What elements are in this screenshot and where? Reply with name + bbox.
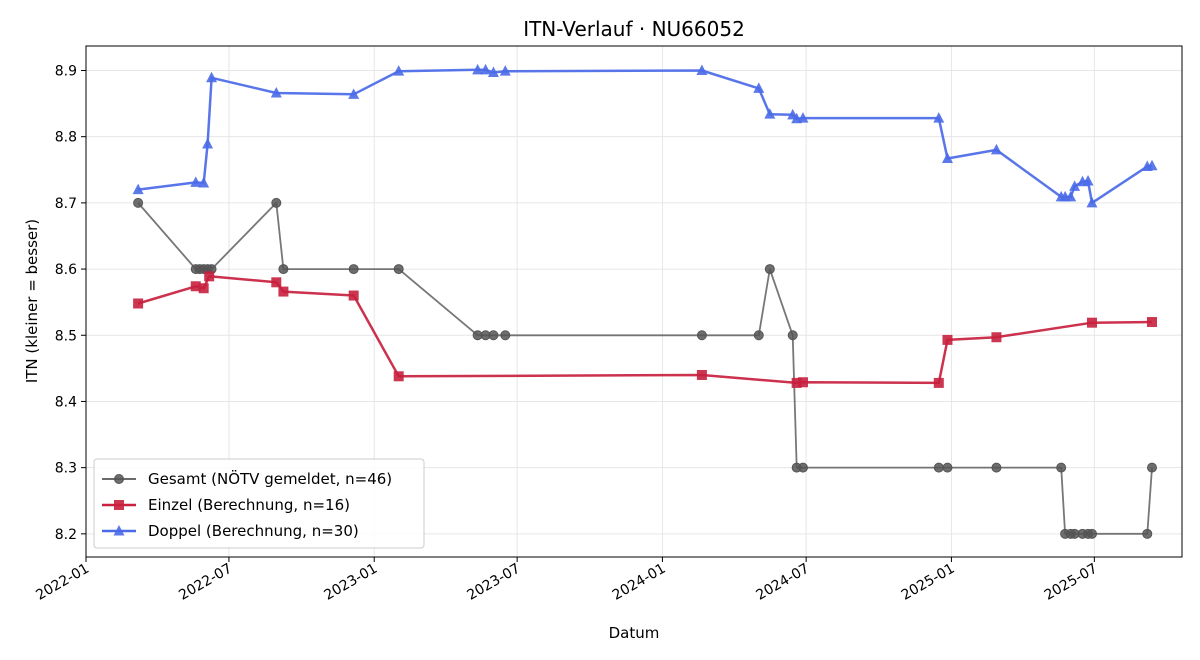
data-point — [753, 330, 764, 341]
data-point — [1086, 196, 1098, 208]
data-point — [278, 264, 289, 275]
y-axis-label: ITN (kleiner = besser) — [23, 219, 41, 383]
data-point — [393, 371, 404, 382]
legend-entry: Einzel (Berechnung, n=16) — [102, 496, 350, 514]
x-axis-label: Datum — [609, 624, 660, 642]
data-point — [933, 112, 945, 123]
data-point — [942, 334, 953, 345]
series-triangle — [132, 63, 1158, 208]
chart-title: ITN-Verlauf · NU66052 — [523, 17, 745, 41]
data-point — [991, 332, 1002, 343]
data-point — [1086, 317, 1097, 328]
legend-entry: Gesamt (NÖTV gemeldet, n=46) — [102, 469, 392, 488]
data-point — [1065, 190, 1077, 202]
data-point — [696, 369, 707, 380]
y-tick-label: 8.9 — [55, 63, 77, 79]
data-point — [202, 137, 214, 149]
y-tick-label: 8.8 — [55, 130, 77, 146]
data-point — [480, 63, 492, 75]
data-point — [278, 286, 289, 297]
data-point — [764, 108, 776, 119]
data-point — [271, 197, 282, 208]
data-point — [990, 143, 1002, 155]
data-point — [488, 330, 499, 341]
legend-label: Einzel (Berechnung, n=16) — [148, 496, 350, 514]
data-point — [933, 377, 944, 388]
data-point — [499, 65, 511, 76]
data-point — [132, 183, 144, 195]
data-point — [348, 290, 359, 301]
y-tick-label: 8.5 — [55, 328, 77, 344]
data-point — [797, 462, 808, 473]
data-point — [1056, 462, 1067, 473]
data-point — [198, 283, 209, 294]
data-point — [753, 82, 765, 93]
data-point — [270, 86, 282, 98]
y-tick-label: 8.4 — [55, 394, 77, 410]
data-point — [190, 281, 201, 292]
legend: Gesamt (NÖTV gemeldet, n=46) Einzel (Bere… — [93, 458, 425, 549]
data-point — [1142, 528, 1153, 539]
data-point — [1086, 528, 1097, 539]
y-tick-label: 8.3 — [55, 461, 77, 477]
data-point — [791, 377, 802, 388]
data-point — [1146, 317, 1157, 328]
data-point — [133, 298, 144, 309]
legend-marker — [114, 474, 124, 484]
legend-marker — [113, 525, 125, 536]
series-square — [133, 271, 1157, 388]
data-point — [941, 152, 953, 164]
legend-label: Gesamt (NÖTV gemeldet, n=46) — [148, 469, 392, 488]
data-point — [472, 63, 484, 75]
data-point — [204, 271, 215, 282]
data-point — [393, 65, 405, 76]
y-tick-label: 8.6 — [55, 262, 77, 278]
data-point — [206, 71, 218, 83]
data-point — [764, 264, 775, 275]
data-point — [190, 176, 202, 187]
series-circle — [133, 197, 1157, 539]
data-point — [198, 177, 210, 188]
data-point — [787, 330, 798, 341]
data-point — [348, 88, 360, 99]
y-axis-ticks: 8.2 8.3 8.4 8.5 8.6 8.7 8.8 8.9 — [55, 63, 86, 543]
data-point — [991, 462, 1002, 473]
series-layer — [132, 63, 1158, 539]
data-point — [797, 377, 808, 388]
legend-marker — [114, 500, 124, 510]
data-point — [500, 330, 511, 341]
data-point — [393, 264, 404, 275]
data-point — [133, 197, 144, 208]
data-point — [1082, 175, 1094, 186]
data-point — [1146, 462, 1157, 473]
data-point — [797, 112, 809, 123]
data-point — [696, 330, 707, 341]
data-point — [1069, 180, 1081, 191]
data-point — [487, 66, 499, 77]
y-tick-label: 8.7 — [55, 196, 77, 212]
legend-entry: Doppel (Berechnung, n=30) — [102, 522, 359, 540]
plot-frame — [85, 45, 1183, 558]
data-point — [271, 277, 282, 288]
data-point — [933, 462, 944, 473]
legend-label: Doppel (Berechnung, n=30) — [148, 522, 359, 540]
data-point — [348, 264, 359, 275]
data-point — [696, 64, 708, 75]
y-tick-label: 8.2 — [55, 527, 77, 543]
data-point — [942, 462, 953, 473]
legend-box — [93, 458, 425, 549]
data-point — [1146, 159, 1158, 171]
series-line — [137, 275, 1153, 385]
